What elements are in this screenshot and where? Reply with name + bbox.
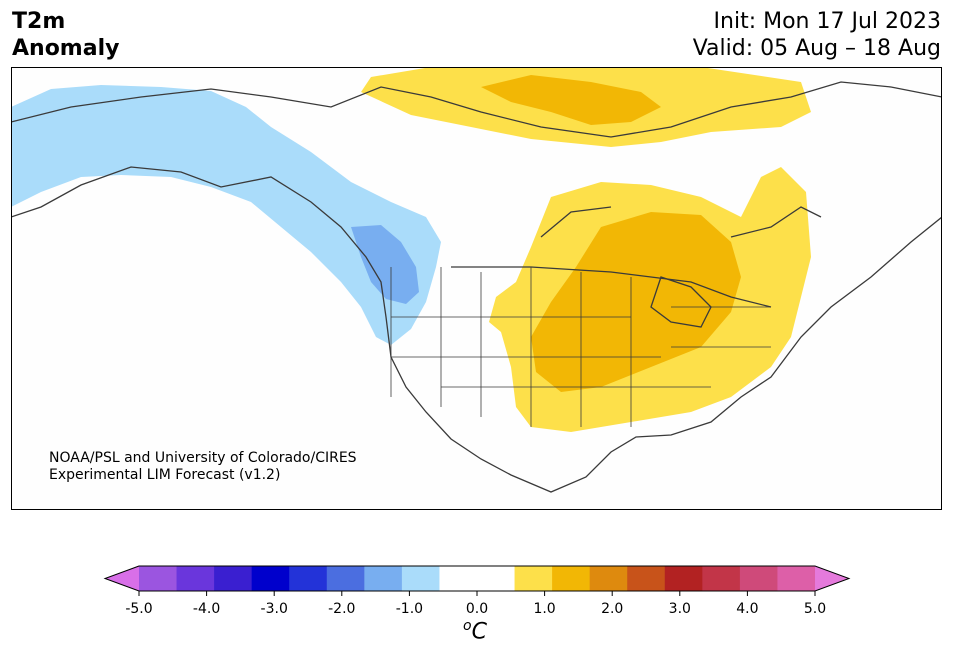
colorbar-tick-label: -2.0 [328, 601, 355, 617]
cold-anomaly-core [351, 225, 419, 304]
colorbar-bin [552, 566, 591, 591]
credit-line-2: Experimental LIM Forecast (v1.2) [49, 467, 281, 483]
title-line-2: Anomaly [12, 36, 120, 61]
colorbar: -5.0 -4.0 -3.0 -2.0 -1.0 0.0 1.0 2.0 3.0 4.0 5.0 [103, 565, 851, 617]
colorbar-bin [589, 566, 628, 591]
map-title: T2m Anomaly [12, 8, 119, 62]
colorbar-bin [477, 566, 516, 591]
colorbar-bin [214, 566, 253, 591]
colorbar-bin [139, 566, 178, 591]
colorbar-bin [364, 566, 403, 591]
unit-superscript: o [463, 618, 472, 634]
colorbar-bin [777, 566, 816, 591]
init-date: Init: Mon 17 Jul 2023 [713, 9, 941, 34]
title-line-1: T2m [12, 9, 66, 34]
warm-anomaly-arctic-core [481, 75, 661, 125]
colorbar-tick-label: -1.0 [396, 601, 423, 617]
colorbar-bin [702, 566, 741, 591]
colorbar-tick-label: -5.0 [125, 601, 152, 617]
coastlines [11, 81, 942, 493]
colorbar-tick-label: 0.0 [466, 601, 488, 617]
colorbar-tick-label: 3.0 [669, 601, 691, 617]
colorbar-bin [627, 566, 666, 591]
map-frame [11, 67, 942, 510]
colorbar-bin [739, 566, 778, 591]
cold-anomaly-region [11, 85, 441, 345]
unit-label: C [471, 619, 487, 645]
colorbar-tick-label: -3.0 [261, 601, 288, 617]
colorbar-bin [401, 566, 440, 591]
colorbar-tick-label: 1.0 [533, 601, 555, 617]
colorbar-bin [439, 566, 478, 591]
colorbar-unit: oC [463, 618, 487, 644]
colorbar-tick-label: 2.0 [601, 601, 623, 617]
colorbar-tick-label: 4.0 [736, 601, 758, 617]
anomaly-map [11, 67, 942, 510]
colorbar-bin [176, 566, 215, 591]
colorbar-bin [251, 566, 290, 591]
colorbar-bin [514, 566, 553, 591]
credit-line-1: NOAA/PSL and University of Colorado/CIRE… [49, 450, 357, 466]
colorbar-bin [664, 566, 703, 591]
state-borders [390, 267, 771, 427]
valid-range: Valid: 05 Aug – 18 Aug [692, 36, 941, 61]
forecast-dates: Init: Mon 17 Jul 2023 Valid: 05 Aug – 18… [693, 8, 941, 62]
colorbar-bin [289, 566, 328, 591]
credit-text: NOAA/PSL and University of Colorado/CIRE… [49, 450, 357, 484]
colorbar-extend-low [105, 566, 139, 591]
colorbar-tick-label: -4.0 [193, 601, 220, 617]
colorbar-bin [326, 566, 365, 591]
colorbar-extend-high [815, 566, 849, 591]
colorbar-tick-label: 5.0 [804, 601, 826, 617]
